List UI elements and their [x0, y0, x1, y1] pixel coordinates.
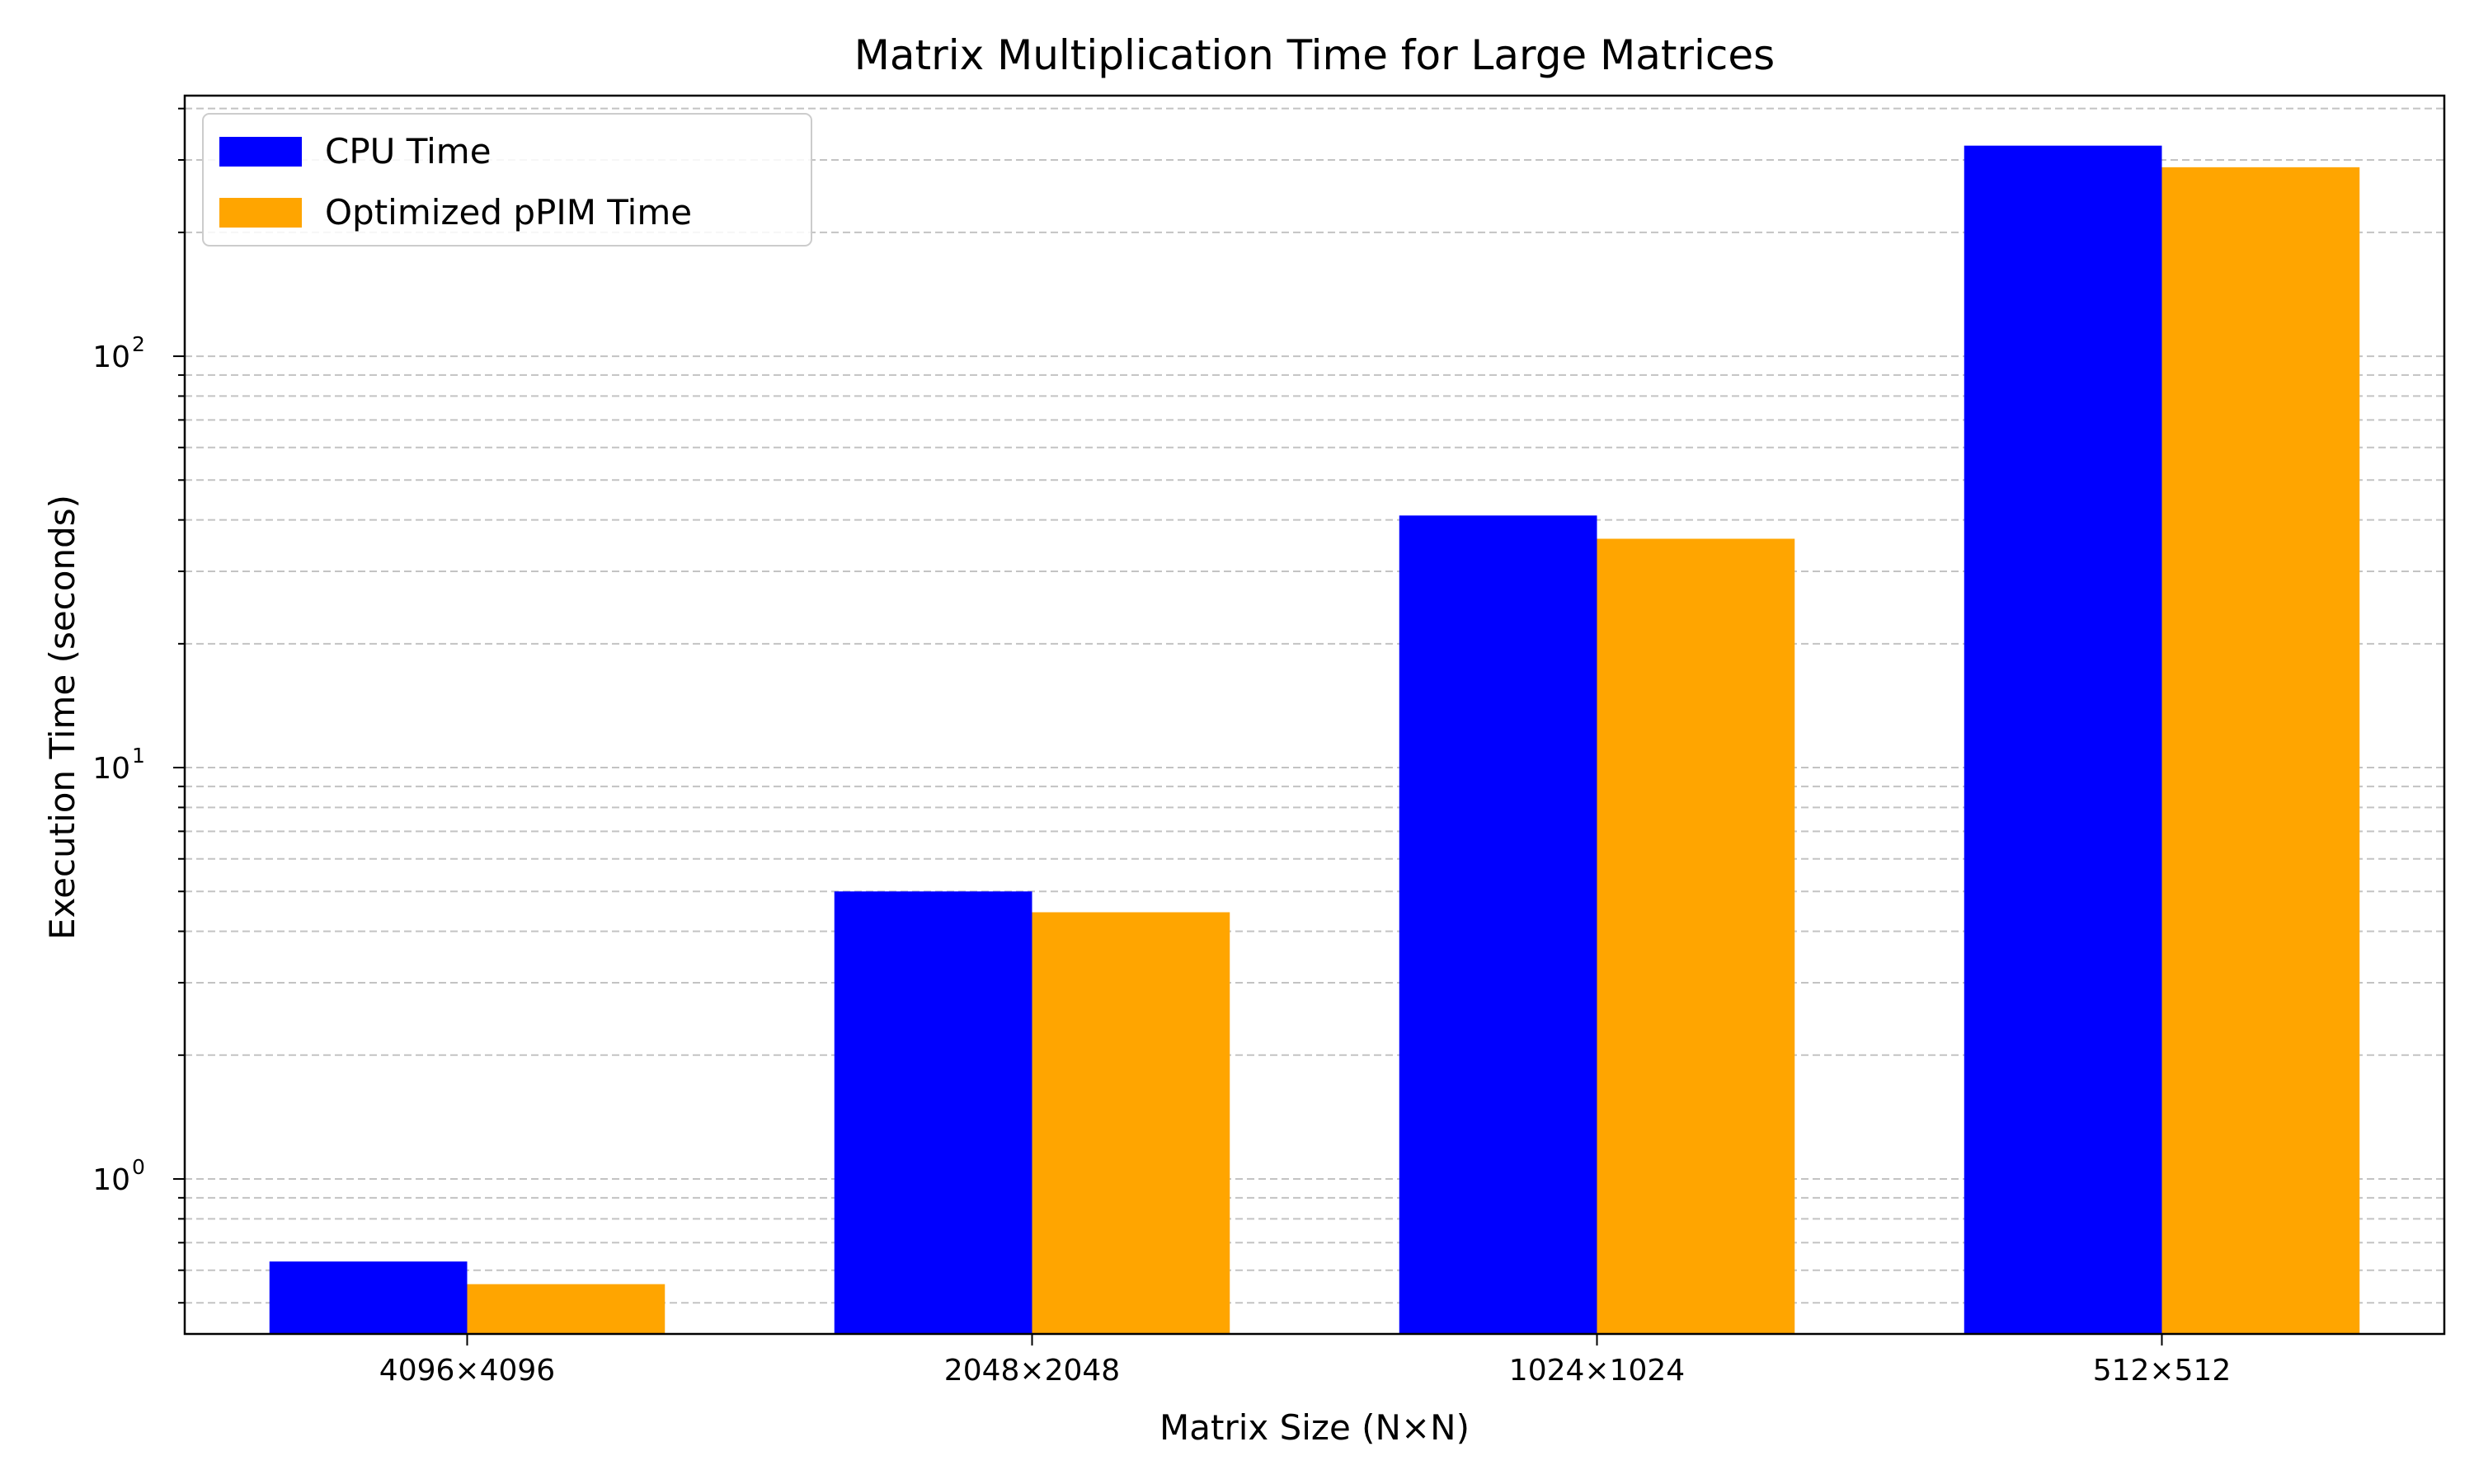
y-tick-label: 10 — [92, 340, 130, 374]
legend-box — [202, 113, 812, 247]
plot-frame — [183, 94, 2446, 1336]
legend-swatch — [219, 137, 302, 167]
y-tick-label-exponent: 2 — [132, 332, 145, 356]
bar-cpu-time — [834, 891, 1032, 1334]
bar-optimized-ppim-time — [1597, 538, 1795, 1334]
bar-cpu-time — [1964, 145, 2162, 1334]
y-axis-label: Execution Time (seconds) — [42, 495, 82, 940]
x-tick-label: 4096×4096 — [379, 1354, 555, 1388]
y-tick-label: 10 — [92, 1163, 130, 1197]
bar-optimized-ppim-time — [1032, 912, 1230, 1334]
bars — [269, 145, 2360, 1334]
legend-swatch — [219, 198, 302, 228]
bar-cpu-time — [1399, 515, 1597, 1334]
y-tick-label-exponent: 0 — [132, 1155, 145, 1179]
legend-label: CPU Time — [325, 131, 492, 171]
x-tick-label: 512×512 — [2093, 1354, 2232, 1388]
axes — [183, 94, 2446, 1336]
legend: CPU Time Optimized pPIM Time — [202, 113, 812, 247]
chart-title: Matrix Multiplication Time for Large Mat… — [854, 31, 1775, 79]
bar-optimized-ppim-time — [467, 1284, 666, 1334]
y-tick-label: 10 — [92, 752, 130, 786]
y-tick-label-exponent: 1 — [132, 744, 145, 768]
bar-optimized-ppim-time — [2161, 167, 2360, 1334]
x-axis-label: Matrix Size (N×N) — [1159, 1407, 1470, 1448]
legend-label: Optimized pPIM Time — [325, 192, 692, 232]
bar-cpu-time — [269, 1261, 468, 1334]
x-tick-label: 1024×1024 — [1509, 1354, 1685, 1388]
x-tick-label: 2048×2048 — [944, 1354, 1120, 1388]
